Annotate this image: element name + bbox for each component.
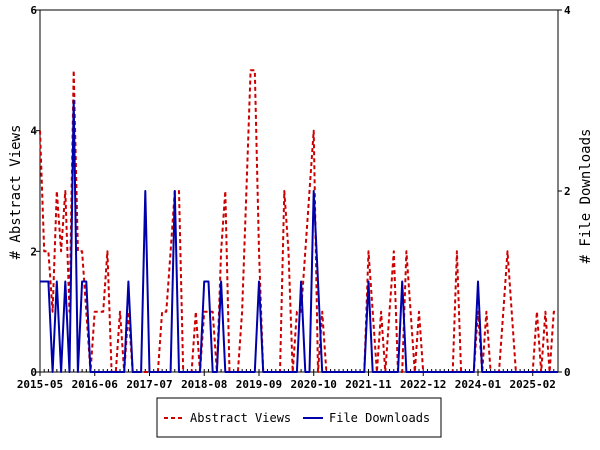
legend-box bbox=[156, 397, 442, 438]
y-left-tick-label: 0 bbox=[30, 366, 37, 379]
legend-label-file-downloads: File Downloads bbox=[329, 411, 430, 425]
legend-label-abstract-views: Abstract Views bbox=[190, 411, 291, 425]
y-axis-right-title: # File Downloads bbox=[578, 129, 594, 264]
x-tick-label: 2016-06 bbox=[72, 378, 119, 391]
y-left-tick-label: 6 bbox=[30, 4, 37, 17]
legend: Abstract Views File Downloads bbox=[156, 397, 442, 438]
y-right-tick-label: 2 bbox=[564, 185, 571, 198]
y-left-tick-label: 2 bbox=[30, 245, 37, 258]
plot-area: 2015-05 2016-06 2017-07 2018-08 2019-09 2020-… bbox=[17, 4, 571, 391]
x-tick-label: 2018-08 bbox=[181, 378, 227, 391]
x-tick-label: 2017-07 bbox=[126, 378, 172, 391]
y-left-tick-label: 4 bbox=[30, 125, 37, 138]
x-tick-label: 2024-01 bbox=[455, 378, 502, 391]
x-tick-label: 2022-12 bbox=[400, 378, 446, 391]
series-line-file-downloads bbox=[40, 99, 558, 373]
x-tick-label: 2019-09 bbox=[236, 378, 282, 391]
y-right-tick-label: 0 bbox=[564, 366, 571, 379]
x-tick-label: 2015-05 bbox=[17, 378, 63, 391]
x-tick-label: 2021-11 bbox=[345, 378, 392, 391]
y-axis-left-title: # Abstract Views bbox=[8, 125, 24, 260]
y-right-tick-label: 4 bbox=[564, 4, 571, 17]
x-tick-label: 2025-02 bbox=[510, 378, 556, 391]
x-tick-label: 2020-10 bbox=[291, 378, 337, 391]
